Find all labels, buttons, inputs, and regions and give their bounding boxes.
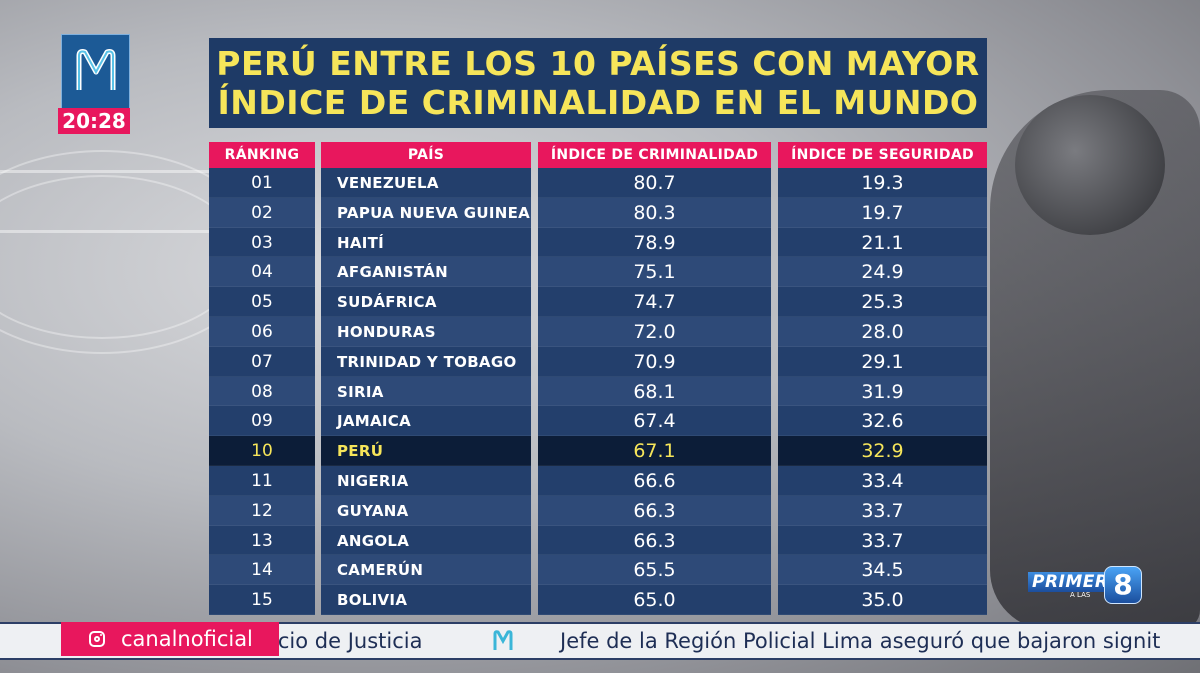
country-cell: ANGOLA (321, 525, 531, 556)
rank-cell: 10 (209, 436, 315, 466)
safety-index-cell: 33.7 (778, 495, 987, 526)
program-number: 8 (1104, 566, 1142, 604)
safety-index-cell: 32.6 (778, 406, 987, 437)
safety-header: ÍNDICE DE SEGURIDAD (778, 142, 987, 168)
country-column: PAÍS VENEZUELA PAPUA NUEVA GUINEA HAITÍ AFG… (321, 142, 531, 615)
crime-column: ÍNDICE DE CRIMINALIDAD 80.7 80.3 78.9 75.1 7… (538, 142, 771, 615)
rank-cell: 06 (209, 316, 315, 347)
safety-index-cell: 24.9 (778, 257, 987, 288)
rank-cell: 04 (209, 257, 315, 288)
crime-index-cell: 66.6 (538, 465, 771, 496)
country-cell: PERÚ (321, 436, 531, 466)
program-logo: PRIMERO A LAS 8 (1028, 566, 1142, 604)
crime-index-cell: 66.3 (538, 525, 771, 556)
rank-cell: 03 (209, 227, 315, 258)
canal-n-logo-icon (76, 48, 115, 90)
background-stripe (0, 230, 210, 233)
crime-index-cell: 72.0 (538, 316, 771, 347)
crime-index-cell: 75.1 (538, 257, 771, 288)
country-cell: JAMAICA (321, 406, 531, 437)
channel-logo (61, 34, 130, 109)
rank-cell: 02 (209, 197, 315, 228)
rank-cell: 08 (209, 376, 315, 407)
safety-index-cell: 31.9 (778, 376, 987, 407)
rank-cell: 09 (209, 406, 315, 437)
rank-cell: 07 (209, 346, 315, 377)
country-cell: CAMERÚN (321, 555, 531, 586)
crime-index-cell: 67.4 (538, 406, 771, 437)
country-header: PAÍS (321, 142, 531, 168)
country-cell: PAPUA NUEVA GUINEA (321, 197, 531, 228)
safety-index-cell: 19.3 (778, 168, 987, 198)
safety-index-cell: 35.0 (778, 585, 987, 615)
crime-index-cell: 68.1 (538, 376, 771, 407)
program-word: PRIMERO (1028, 572, 1128, 592)
safety-index-cell: 34.5 (778, 555, 987, 586)
ticker-text-left: acio de Justicia (265, 629, 423, 653)
canal-n-ticker-icon (493, 630, 513, 650)
rank-cell: 12 (209, 495, 315, 526)
crime-index-cell: 66.3 (538, 495, 771, 526)
country-cell: GUYANA (321, 495, 531, 526)
title-line-1: PERÚ ENTRE LOS 10 PAÍSES CON MAYOR (216, 44, 980, 83)
crime-header: ÍNDICE DE CRIMINALIDAD (538, 142, 771, 168)
crime-index-cell: 78.9 (538, 227, 771, 258)
safety-index-cell: 32.9 (778, 436, 987, 466)
crime-index-cell: 70.9 (538, 346, 771, 377)
crime-index-cell: 80.3 (538, 197, 771, 228)
country-cell: AFGANISTÁN (321, 257, 531, 288)
country-cell: NIGERIA (321, 465, 531, 496)
country-cell: SUDÁFRICA (321, 287, 531, 317)
country-cell: TRINIDAD Y TOBAGO (321, 346, 531, 377)
crime-index-cell: 65.5 (538, 555, 771, 586)
safety-column: ÍNDICE DE SEGURIDAD 19.3 19.7 21.1 24.9 25.3… (778, 142, 987, 615)
country-cell: VENEZUELA (321, 168, 531, 198)
rank-header: RÁNKING (209, 142, 315, 168)
title-banner: PERÚ ENTRE LOS 10 PAÍSES CON MAYOR ÍNDIC… (209, 38, 987, 128)
social-handle-badge: canalnoficial (61, 622, 279, 656)
rank-cell: 15 (209, 585, 315, 615)
safety-index-cell: 21.1 (778, 227, 987, 258)
safety-index-cell: 29.1 (778, 346, 987, 377)
safety-index-cell: 28.0 (778, 316, 987, 347)
program-sub: A LAS (1070, 591, 1091, 599)
rank-cell: 05 (209, 287, 315, 317)
rank-cell: 14 (209, 555, 315, 586)
rank-column: RÁNKING 01 02 03 04 05 06 07 08 09 10 11 12 13 14 15 (209, 142, 315, 615)
country-cell: BOLIVIA (321, 585, 531, 615)
instagram-icon (89, 631, 105, 647)
safety-index-cell: 19.7 (778, 197, 987, 228)
safety-index-cell: 25.3 (778, 287, 987, 317)
crime-index-cell: 67.1 (538, 436, 771, 466)
rank-cell: 01 (209, 168, 315, 198)
background-stripe (0, 170, 210, 173)
rank-cell: 13 (209, 525, 315, 556)
rank-cell: 11 (209, 465, 315, 496)
country-cell: SIRIA (321, 376, 531, 407)
background-photo-helmet (1015, 95, 1165, 235)
title-line-2: ÍNDICE DE CRIMINALIDAD EN EL MUNDO (217, 83, 979, 122)
safety-index-cell: 33.4 (778, 465, 987, 496)
country-cell: HONDURAS (321, 316, 531, 347)
safety-index-cell: 33.7 (778, 525, 987, 556)
country-cell: HAITÍ (321, 227, 531, 258)
ticker-text-right: Jefe de la Región Policial Lima aseguró … (560, 629, 1161, 653)
clock: 20:28 (58, 108, 130, 134)
crime-index-cell: 80.7 (538, 168, 771, 198)
social-handle: canalnoficial (121, 627, 253, 651)
crime-index-cell: 74.7 (538, 287, 771, 317)
crime-index-cell: 65.0 (538, 585, 771, 615)
